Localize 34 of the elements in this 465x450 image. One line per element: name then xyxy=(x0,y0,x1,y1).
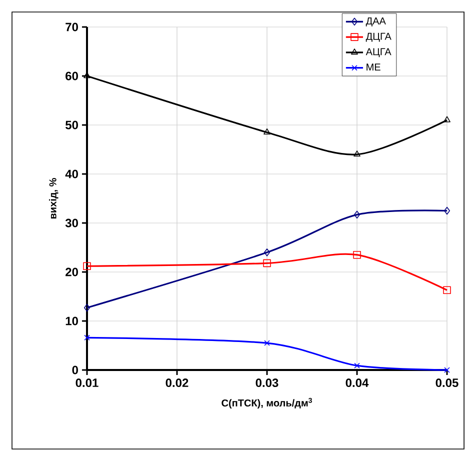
x-tick-label: 0.03 xyxy=(256,378,278,388)
point xyxy=(84,304,90,312)
point xyxy=(264,340,270,346)
point xyxy=(444,367,450,373)
point xyxy=(353,250,361,259)
legend-label: АЦГА xyxy=(366,48,392,58)
y-tick-label: 50 xyxy=(66,120,78,130)
x-tick-label: 0.05 xyxy=(436,378,458,388)
point xyxy=(84,334,90,341)
y-tick-label: 10 xyxy=(66,316,78,326)
y-axis-title: вихід, % xyxy=(49,178,58,219)
y-tick-label: 30 xyxy=(65,218,78,228)
y-tick-label: 40 xyxy=(65,170,78,178)
x-tick-label: 0.02 xyxy=(166,378,188,388)
x-axis-title: C(пТСК), моль/дм$^{3}$ xyxy=(222,398,312,408)
point xyxy=(354,362,360,368)
point xyxy=(443,286,451,294)
point xyxy=(354,210,360,219)
y-tick-label: 0 xyxy=(72,366,78,374)
legend-label: ДЦГА xyxy=(366,32,392,42)
point xyxy=(354,150,360,157)
y-tick-label: 20 xyxy=(66,268,78,276)
point xyxy=(264,248,270,256)
point xyxy=(264,128,270,134)
x-tick-label: 0.04 xyxy=(346,378,369,388)
point xyxy=(444,116,450,122)
point xyxy=(263,259,271,268)
point xyxy=(83,262,91,270)
point xyxy=(444,206,450,215)
x-tick-label: 0.01 xyxy=(76,378,98,388)
legend-label: МЕ xyxy=(366,64,380,71)
legend-label: ДАА xyxy=(366,17,386,26)
y-tick-label: 60 xyxy=(66,72,78,80)
y-tick-label: 70 xyxy=(66,22,78,32)
